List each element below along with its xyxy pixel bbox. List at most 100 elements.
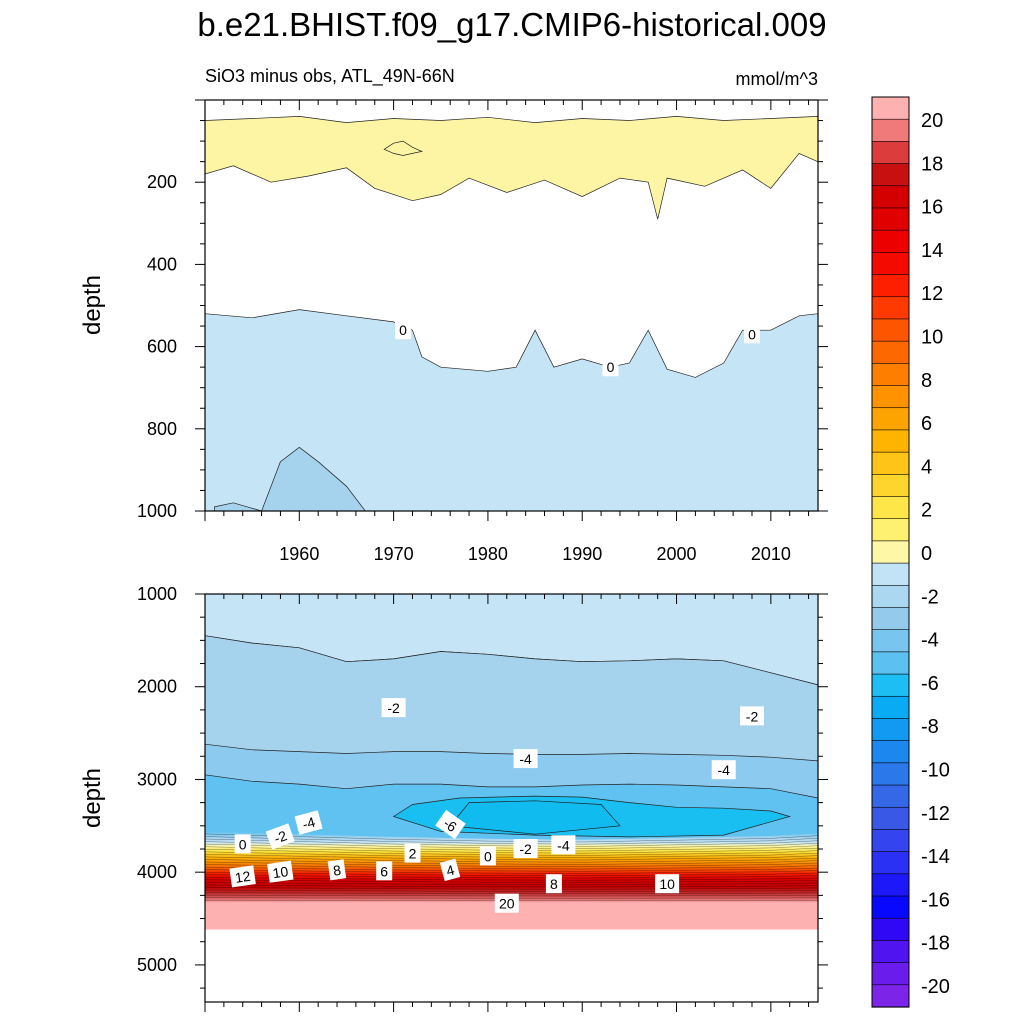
- contour-label-text: 0: [484, 848, 492, 864]
- colorbar-swatch: [871, 940, 910, 964]
- high-gradient-zone: [205, 831, 818, 930]
- colorbar-swatch: [871, 740, 910, 764]
- top-contour-fill: [205, 100, 818, 511]
- below-bottom-blank: [205, 929, 818, 1002]
- colorbar-swatch: [871, 229, 910, 253]
- y-tick-label: 600: [147, 337, 177, 357]
- contour-label-bg: [602, 357, 619, 377]
- colorbar-swatch: [871, 673, 910, 697]
- gradient-contour-line: [205, 856, 818, 863]
- contour-label-bg: [395, 320, 411, 340]
- colorbar-swatch: [871, 962, 910, 986]
- contour-label: 0: [395, 320, 411, 340]
- contour-label: 0: [479, 846, 496, 866]
- colorbar-label: -8: [921, 716, 939, 738]
- contour-label-text: -4: [717, 762, 730, 778]
- contour-label: -4: [711, 760, 736, 780]
- colorbar-label: -6: [921, 673, 939, 695]
- contour-label: -4: [513, 749, 538, 769]
- colorbar-swatch: [871, 185, 910, 209]
- contour-label: -2: [513, 839, 538, 858]
- contour-label-text: 0: [748, 326, 756, 342]
- colorbar-swatch: [871, 118, 910, 142]
- contour-label-bg: [439, 858, 461, 882]
- colorbar-swatch: [871, 163, 910, 187]
- x-tick-label: 1970: [374, 544, 414, 564]
- colorbar-label: -4: [921, 630, 939, 652]
- y-tick-label: 1000: [137, 584, 177, 604]
- colorbar-swatch: [871, 274, 910, 298]
- top-axis-ticks: 1960 1970 1980 1990 2000 2010 200 400 600 800 1000: [137, 99, 828, 564]
- gradient-contour-line: [205, 894, 818, 897]
- contour-label-text: -2: [272, 827, 289, 846]
- contour-region-1: [383, 140, 424, 156]
- y-tick-label: 4000: [137, 862, 177, 882]
- contour-label-text: 0: [399, 322, 407, 338]
- colorbar-swatch: [871, 651, 910, 675]
- contour-label: 8: [327, 859, 347, 881]
- y-tick-label: 1000: [137, 501, 177, 521]
- colorbar-label: -12: [921, 803, 950, 825]
- contour-label-text: -4: [519, 751, 532, 767]
- gradient-contour-line: [205, 864, 818, 870]
- contour-label-text: 2: [409, 846, 417, 862]
- colorbar-swatch: [871, 252, 910, 276]
- contour-label-bg: [744, 324, 760, 344]
- y-tick-label: 400: [147, 254, 177, 274]
- contour-region-0: [205, 116, 818, 220]
- colorbar-swatch: [871, 873, 910, 897]
- colorbar-swatch: [871, 917, 910, 942]
- colorbar-frame: [871, 96, 910, 1008]
- gradient-contour-line: [205, 887, 818, 890]
- contour-label-bg: [711, 760, 736, 780]
- bottom-axis-ticks: 1000 2000 3000 4000 5000: [137, 584, 828, 1012]
- contour-label-text: -4: [557, 837, 570, 853]
- y-tick-label: 5000: [137, 955, 177, 975]
- contour-label-text: -2: [387, 700, 400, 716]
- colorbar-swatch: [871, 851, 910, 875]
- colorbar-label: 10: [921, 327, 943, 349]
- contour-label-bg: [740, 706, 764, 726]
- colorbar-swatch: [871, 607, 910, 631]
- colorbar-swatch: [871, 895, 910, 919]
- gradient-contour-line: [205, 854, 818, 861]
- contour-label-text: 0: [607, 359, 615, 375]
- gradient-contour-line: [205, 892, 818, 895]
- contour-label-bg: [294, 810, 323, 835]
- contour-label: -4: [551, 835, 576, 855]
- colorbar-label: -14: [921, 846, 950, 868]
- top-subtitle: SiO3 minus obs, ATL_49N-66N: [205, 66, 455, 87]
- contour-label-bg: [513, 839, 538, 858]
- y-tick-label: 200: [147, 172, 177, 192]
- contour-label: -2: [381, 698, 406, 718]
- contour-label: -2: [740, 706, 764, 726]
- gradient-contour-line: [205, 874, 818, 879]
- contour-label-text: -4: [301, 814, 317, 833]
- colorbar-swatch: [871, 363, 910, 387]
- colorbar-swatch: [871, 540, 910, 564]
- bottom-contour-fill: [205, 594, 818, 1002]
- gradient-contour-line: [205, 889, 818, 892]
- contour-label: 0: [234, 834, 251, 854]
- contour-label: 8: [545, 874, 562, 894]
- colorbar-label: 4: [921, 456, 932, 478]
- y-tick-label: 2000: [137, 677, 177, 697]
- colorbar-label: -18: [921, 933, 950, 955]
- contour-label-bg: [381, 698, 406, 718]
- colorbar-swatch: [871, 762, 910, 786]
- colorbar-swatch: [871, 496, 910, 520]
- colorbar-label: -2: [921, 586, 939, 608]
- contour-label: 0: [744, 324, 760, 344]
- colorbar-swatch: [871, 695, 910, 720]
- colorbar: 20181614121086420-2-4-6-8-10-12-14-16-18…: [871, 96, 950, 1008]
- colorbar-swatch: [871, 584, 910, 609]
- contour-label-bg: [551, 835, 576, 855]
- contour-label-bg: [267, 860, 294, 883]
- x-tick-label: 1990: [562, 544, 602, 564]
- units-label: mmol/m^3: [736, 69, 818, 89]
- gradient-contour-line: [205, 879, 818, 883]
- colorbar-swatch: [871, 318, 910, 342]
- gradient-contour-line: [205, 877, 818, 881]
- y-tick-label: 3000: [137, 769, 177, 789]
